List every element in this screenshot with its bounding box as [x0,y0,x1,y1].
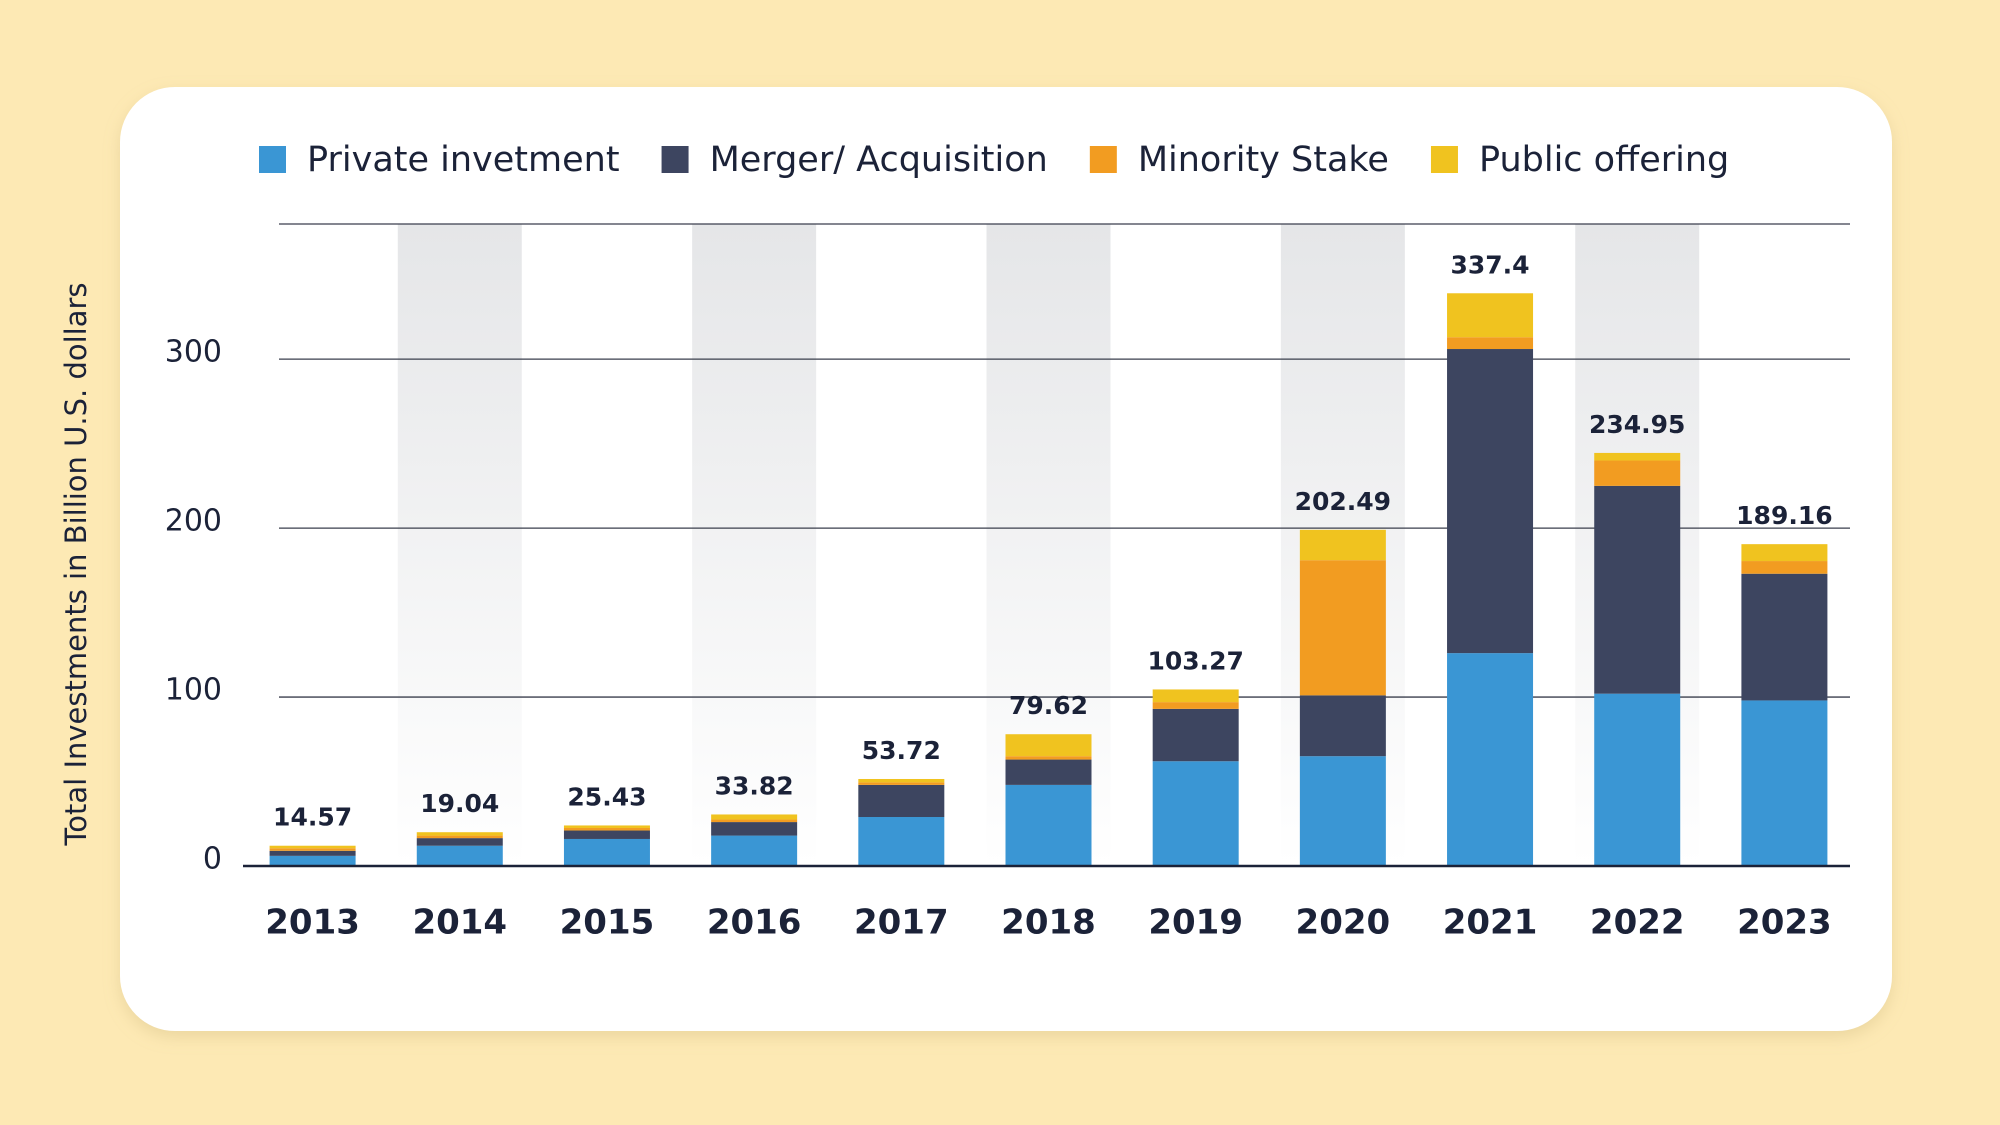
bar-segment [1741,700,1828,866]
y-tick-label: 100 [165,673,222,708]
bar-segment [1005,784,1092,866]
column-band [397,224,522,866]
bar-segment [1447,349,1534,654]
y-tick-label: 0 [203,842,222,877]
x-tick-label: 2018 [1001,903,1096,943]
total-label: 103.27 [1147,646,1243,675]
bar-segment [858,782,945,785]
legend-swatch [259,146,286,173]
legend-swatch [1089,146,1117,173]
x-tick-label: 2020 [1296,903,1391,943]
bar-segment [711,835,798,866]
legend-swatch [1430,146,1458,173]
bar-segment [1741,573,1828,701]
bar-segment [711,814,798,820]
x-tick-label: 2017 [854,903,949,943]
total-label: 53.72 [862,736,941,765]
bar-segment [416,832,503,836]
bar-segment [1152,708,1239,762]
total-label: 234.95 [1589,410,1685,439]
total-label: 19.04 [420,789,499,818]
bar-segment [711,822,798,836]
bar-segment [416,845,503,866]
column-band [692,224,817,866]
bar-segment [1447,337,1534,350]
legend-label: Private invetment [307,140,620,180]
total-label: 337.4 [1451,250,1530,279]
bar-segment [416,838,503,846]
bar-segment [1152,702,1239,709]
y-tick-label: 300 [165,335,222,370]
x-tick-label: 2021 [1443,903,1538,943]
bar-segment [858,784,945,818]
y-tick-label: 200 [165,504,222,539]
bar-segment [563,830,650,839]
total-label: 25.43 [567,782,646,811]
legend-swatch [661,146,689,173]
bar-segment [1447,653,1534,866]
bar-segment [1005,759,1092,785]
bar-segment [269,845,356,849]
x-tick-label: 2022 [1590,903,1685,943]
bar-segment [269,855,356,866]
x-tick-label: 2015 [560,903,655,943]
bar-segment [416,835,503,839]
bar-segment [1741,561,1828,574]
total-label: 14.57 [273,803,352,832]
bar-segment [711,819,798,823]
bar-segment [1152,761,1239,866]
bar-segment [858,817,945,866]
bar-segment [1594,452,1681,461]
bar-segment [563,825,650,828]
bar-segment [1299,529,1386,561]
bar-segment [1152,689,1239,703]
x-tick-label: 2013 [265,903,360,943]
bar-segment [269,850,356,856]
total-label: 33.82 [715,771,794,800]
x-tick-label: 2014 [412,903,507,943]
legend-label: Merger/ Acquisition [710,140,1048,180]
bar-segment [1005,756,1092,760]
bar-segment [269,848,356,851]
bar-segment [1741,544,1828,562]
bar-segment [1594,485,1681,694]
bar-segment [563,827,650,831]
bar-segment [1299,695,1386,757]
bar-segment [1447,293,1534,338]
bar-segment [1299,756,1386,866]
total-label: 79.62 [1009,691,1088,720]
legend-label: Minority Stake [1138,140,1389,180]
x-tick-label: 2023 [1737,903,1832,943]
total-label: 189.16 [1736,501,1832,530]
legend-label: Public offering [1479,140,1729,180]
bar-segment [1299,560,1386,696]
bar-segment [1594,693,1681,866]
bar-segment [858,778,945,783]
bar-segment [1005,734,1092,757]
total-label: 202.49 [1295,487,1391,516]
bar-segment [1594,460,1681,486]
x-tick-label: 2019 [1148,903,1243,943]
bar-segment [563,838,650,866]
y-axis-title: Total Investments in Billion U.S. dollar… [59,282,93,846]
x-tick-label: 2016 [707,903,802,943]
